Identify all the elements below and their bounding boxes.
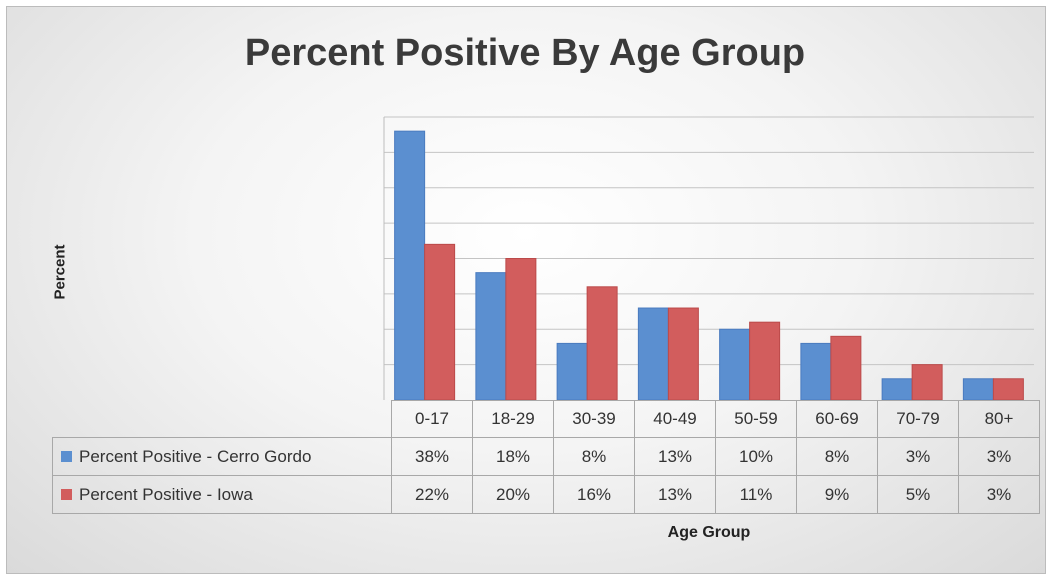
table-corner xyxy=(52,400,392,438)
series-name: Percent Positive - Cerro Gordo xyxy=(79,446,312,466)
chart-title: Percent Positive By Age Group xyxy=(244,32,806,74)
data-label: 22% xyxy=(391,475,473,514)
data-label: 3% xyxy=(958,475,1040,514)
bar-cerro-gordo-80+ xyxy=(962,378,994,401)
bar-iowa-18-29 xyxy=(505,258,537,401)
bar-cerro-gordo-40-49 xyxy=(637,307,669,401)
category-label: 30-39 xyxy=(553,400,635,438)
data-label: 3% xyxy=(877,437,959,476)
legend-swatch-cerro-gordo xyxy=(61,450,72,462)
legend-entry-iowa: Percent Positive - Iowa xyxy=(52,475,392,514)
bar-cerro-gordo-0-17 xyxy=(394,130,426,401)
data-label: 13% xyxy=(634,437,716,476)
bar-cerro-gordo-60-69 xyxy=(800,342,832,401)
bar-iowa-70-79 xyxy=(911,364,943,401)
bar-cerro-gordo-18-29 xyxy=(475,272,507,401)
x-axis-label: Age Group xyxy=(667,524,751,541)
data-label: 11% xyxy=(715,475,797,514)
category-header-row: 0-17 18-29 30-39 40-49 50-59 60-69 70-79… xyxy=(52,400,1040,438)
legend-swatch-iowa xyxy=(61,488,72,500)
legend-entry-cerro-gordo: Percent Positive - Cerro Gordo xyxy=(52,437,392,476)
data-label: 8% xyxy=(796,437,878,476)
data-label: 20% xyxy=(472,475,554,514)
category-label: 70-79 xyxy=(877,400,959,438)
bar-iowa-30-39 xyxy=(586,286,618,401)
series-row-iowa: Percent Positive - Iowa 22% 20% 16% 13% … xyxy=(52,475,1040,514)
bar-cerro-gordo-70-79 xyxy=(881,378,913,401)
data-label: 13% xyxy=(634,475,716,514)
bar-iowa-0-17 xyxy=(424,243,456,401)
bar-cerro-gordo-30-39 xyxy=(556,342,588,401)
series-row-cerro-gordo: Percent Positive - Cerro Gordo 38% 18% 8… xyxy=(52,437,1040,476)
data-label: 10% xyxy=(715,437,797,476)
bar-iowa-40-49 xyxy=(667,307,699,401)
series-name: Percent Positive - Iowa xyxy=(79,484,253,504)
data-label: 38% xyxy=(391,437,473,476)
bar-iowa-80+ xyxy=(992,378,1024,401)
data-table: 0-17 18-29 30-39 40-49 50-59 60-69 70-79… xyxy=(52,400,1040,514)
data-label: 3% xyxy=(958,437,1040,476)
category-label: 60-69 xyxy=(796,400,878,438)
data-label: 5% xyxy=(877,475,959,514)
bar-iowa-60-69 xyxy=(830,335,862,401)
category-label: 18-29 xyxy=(472,400,554,438)
bar-cerro-gordo-50-59 xyxy=(719,328,751,401)
data-label: 16% xyxy=(553,475,635,514)
category-label: 40-49 xyxy=(634,400,716,438)
category-label: 50-59 xyxy=(715,400,797,438)
data-label: 9% xyxy=(796,475,878,514)
bar-iowa-50-59 xyxy=(749,321,781,401)
data-label: 18% xyxy=(472,437,554,476)
category-label: 0-17 xyxy=(391,400,473,438)
category-label: 80+ xyxy=(958,400,1040,438)
data-label: 8% xyxy=(553,437,635,476)
